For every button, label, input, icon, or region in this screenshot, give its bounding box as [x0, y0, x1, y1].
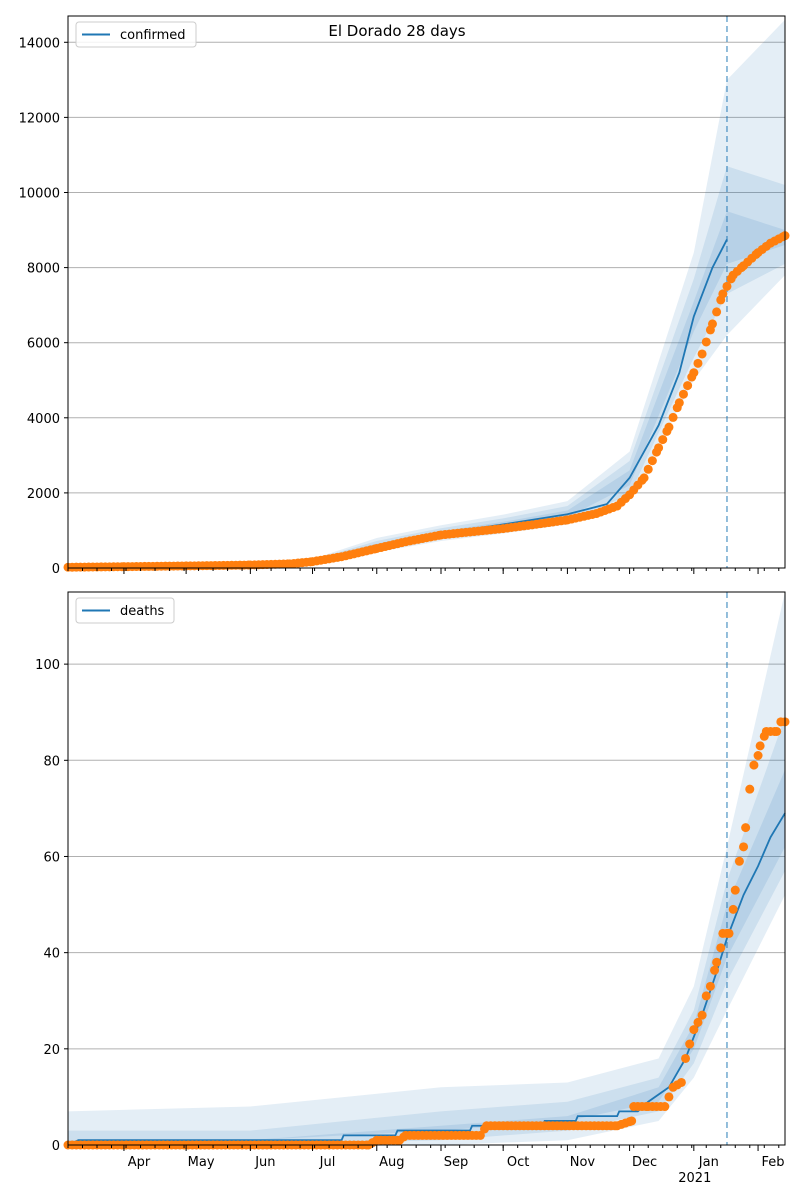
x-tick-label: Jun [254, 1155, 275, 1170]
y-tick-label: 6000 [27, 337, 60, 352]
observed-point [681, 1053, 691, 1063]
y-tick-label: 60 [43, 850, 60, 865]
x-tick-label: Oct [507, 1155, 529, 1170]
x-tick-label: Feb [762, 1155, 785, 1170]
observed-point [685, 1039, 695, 1049]
observed-point [676, 1077, 686, 1087]
plot-frame [67, 15, 786, 569]
observed-point [654, 443, 664, 453]
x-year-label: 2021 [678, 1171, 711, 1186]
observed-point [707, 319, 717, 329]
observed-point [755, 741, 765, 751]
observed-point [739, 842, 749, 852]
model-line [67, 812, 786, 1146]
y-tick-label: 80 [43, 754, 60, 769]
observed-point [724, 928, 734, 938]
observed-point [718, 289, 728, 299]
x-tick-label: Nov [570, 1155, 596, 1170]
observed-point [674, 398, 684, 408]
observed-point [639, 473, 649, 483]
deaths-panel: 0 20 40 60 80 100 Apr May Jun Jul Aug Sep Oct Nov Dec J… [35, 591, 790, 1186]
y-tick-label: 10000 [19, 186, 60, 201]
y-tick-label: 12000 [19, 111, 60, 126]
y-tick-label: 20 [43, 1043, 60, 1058]
y-tick-label: 8000 [27, 262, 60, 277]
observed-point [712, 957, 722, 967]
observed-point [683, 381, 693, 391]
observed-point [627, 1116, 637, 1126]
observed-point [722, 281, 732, 291]
observed-point [745, 784, 755, 794]
observed-point [664, 1092, 674, 1102]
figure-title: El Dorado 28 days [328, 22, 465, 40]
observed-point [658, 435, 668, 445]
x-tick-label: Apr [128, 1155, 151, 1170]
x-tick-label: Jan [698, 1155, 719, 1170]
y-tick-label: 14000 [19, 36, 60, 51]
observed-point [475, 1130, 485, 1140]
observed-point [693, 358, 703, 368]
observed-point [660, 1102, 670, 1112]
legend-label: confirmed [120, 28, 186, 43]
observed-point [728, 904, 738, 914]
observed-point [693, 1017, 703, 1027]
observed-point [716, 943, 726, 953]
y-tick-label: 100 [35, 658, 60, 673]
confirmed-panel: 0 2000 4000 6000 8000 10000 12000 14000 confirme… [19, 15, 790, 577]
observed-point [697, 349, 707, 359]
legend-box [75, 21, 197, 48]
observed-point [701, 337, 711, 347]
model-line [67, 239, 728, 568]
y-tick-label: 4000 [27, 412, 60, 427]
observed-point [730, 885, 740, 895]
legend-box [75, 597, 175, 624]
observed-point [678, 389, 688, 399]
observed-point [668, 412, 678, 422]
y-tick-label: 2000 [27, 487, 60, 502]
observed-point [697, 1010, 707, 1020]
x-tick-label: Jul [319, 1155, 336, 1170]
x-tick-label: Sep [444, 1155, 469, 1170]
observed-point [710, 965, 720, 975]
plot-frame [67, 591, 786, 1146]
observed-point [705, 981, 715, 991]
x-tick-label: May [188, 1155, 215, 1170]
observed-point [712, 307, 722, 317]
observed-point [689, 1025, 699, 1035]
legend: confirmed [75, 21, 197, 48]
y-tick-label: 0 [52, 1139, 60, 1154]
legend: deaths [75, 597, 175, 624]
y-tick-label: 0 [52, 562, 60, 577]
observed-point [664, 422, 674, 432]
confidence-band-middle [312, 166, 785, 563]
observed-point [647, 456, 657, 466]
x-tick-label: Dec [632, 1155, 657, 1170]
observed-point [643, 464, 653, 474]
observed-point [689, 368, 699, 378]
x-tick-label: Aug [379, 1155, 404, 1170]
confidence-band-inner [312, 211, 785, 562]
observed-point [701, 991, 711, 1001]
observed-point [772, 726, 782, 736]
legend-label: deaths [120, 604, 165, 619]
observed-point [753, 750, 763, 760]
observed-point [749, 760, 759, 770]
observed-point [734, 856, 744, 866]
observed-point [741, 823, 751, 833]
y-tick-label: 40 [43, 947, 60, 962]
